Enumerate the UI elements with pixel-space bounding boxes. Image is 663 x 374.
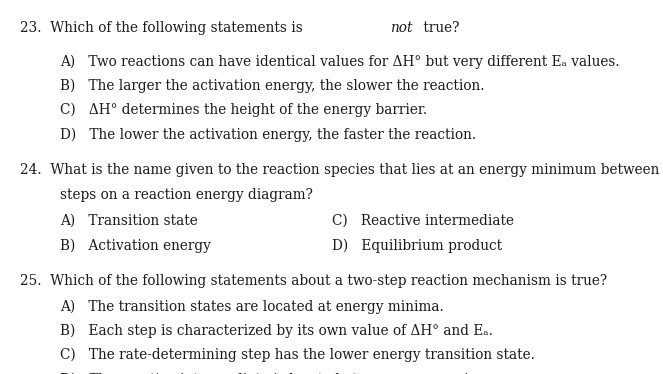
Text: D)   The reactive intermediate is located at an energy maximum.: D) The reactive intermediate is located … bbox=[60, 372, 507, 374]
Text: A)   Two reactions can have identical values for ΔH° but very different Eₐ value: A) Two reactions can have identical valu… bbox=[60, 54, 619, 68]
Text: C)   The rate-determining step has the lower energy transition state.: C) The rate-determining step has the low… bbox=[60, 348, 534, 362]
Text: not: not bbox=[391, 21, 413, 34]
Text: steps on a reaction energy diagram?: steps on a reaction energy diagram? bbox=[60, 188, 312, 202]
Text: true?: true? bbox=[420, 21, 459, 34]
Text: A)   Transition state: A) Transition state bbox=[60, 214, 198, 228]
Text: A)   The transition states are located at energy minima.: A) The transition states are located at … bbox=[60, 299, 444, 313]
Text: 25.  Which of the following statements about a two-step reaction mechanism is tr: 25. Which of the following statements ab… bbox=[20, 274, 607, 288]
Text: 23.  Which of the following statements is: 23. Which of the following statements is bbox=[20, 21, 307, 34]
Text: B)   Each step is characterized by its own value of ΔH° and Eₐ.: B) Each step is characterized by its own… bbox=[60, 324, 493, 338]
Text: D)   The lower the activation energy, the faster the reaction.: D) The lower the activation energy, the … bbox=[60, 127, 476, 141]
Text: C)   Reactive intermediate: C) Reactive intermediate bbox=[332, 214, 514, 228]
Text: B)   The larger the activation energy, the slower the reaction.: B) The larger the activation energy, the… bbox=[60, 79, 484, 93]
Text: C)   ΔH° determines the height of the energy barrier.: C) ΔH° determines the height of the ener… bbox=[60, 103, 427, 117]
Text: B)   Activation energy: B) Activation energy bbox=[60, 238, 211, 252]
Text: 24.  What is the name given to the reaction species that lies at an energy minim: 24. What is the name given to the reacti… bbox=[20, 163, 659, 177]
Text: D)   Equilibrium product: D) Equilibrium product bbox=[332, 238, 502, 252]
